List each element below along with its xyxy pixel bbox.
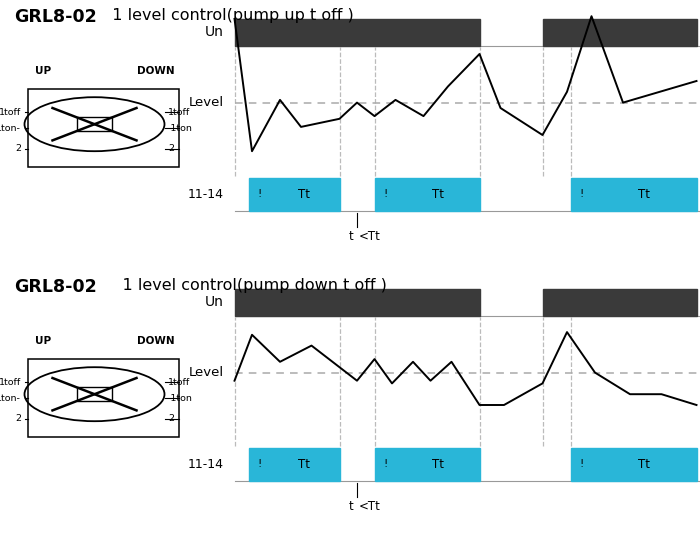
Text: 1 level control(pump down t off ): 1 level control(pump down t off ) (102, 278, 386, 293)
Text: !: ! (257, 460, 261, 469)
Text: Tt: Tt (638, 458, 650, 471)
Text: 2: 2 (168, 144, 174, 153)
Text: Level: Level (189, 96, 224, 109)
Bar (248, 448, 340, 481)
Text: Tt: Tt (638, 188, 650, 201)
Text: 1toff: 1toff (0, 107, 21, 117)
Text: !: ! (579, 460, 583, 469)
Bar (374, 178, 480, 211)
Text: DOWN: DOWN (137, 65, 175, 76)
Text: Un: Un (205, 295, 224, 309)
Bar (77, 387, 112, 401)
Text: !: ! (383, 460, 387, 469)
Text: Un: Un (205, 25, 224, 39)
Text: 2: 2 (15, 414, 21, 423)
Bar (77, 117, 112, 131)
Text: GRL8-02: GRL8-02 (14, 278, 97, 296)
Bar (234, 19, 480, 46)
Text: 2: 2 (15, 144, 21, 153)
Text: -1ton: -1ton (168, 124, 193, 133)
Bar (248, 178, 340, 211)
Text: 1toff: 1toff (0, 377, 21, 387)
Text: 1toff: 1toff (168, 377, 190, 387)
Text: 11-14: 11-14 (188, 188, 224, 201)
Bar (570, 178, 696, 211)
Text: Tt: Tt (431, 188, 444, 201)
Text: GRL8-02: GRL8-02 (14, 8, 97, 26)
Text: !: ! (257, 190, 261, 199)
Text: !: ! (383, 190, 387, 199)
Text: 1toff: 1toff (168, 107, 190, 117)
Bar (570, 448, 696, 481)
Text: Tt: Tt (298, 458, 311, 471)
Text: 1ton-: 1ton- (0, 124, 21, 133)
Bar (28, 359, 178, 437)
Text: Tt: Tt (298, 188, 311, 201)
Text: <Tt: <Tt (358, 230, 380, 242)
Text: Level: Level (189, 366, 224, 379)
Text: 1ton-: 1ton- (0, 394, 21, 403)
Text: 2: 2 (168, 414, 174, 423)
Bar (234, 289, 480, 316)
Text: 11-14: 11-14 (188, 458, 224, 471)
Text: !: ! (579, 190, 583, 199)
Text: <Tt: <Tt (358, 500, 380, 512)
Text: t: t (349, 230, 354, 242)
Bar (542, 289, 696, 316)
Bar (542, 19, 696, 46)
Bar (28, 89, 178, 167)
Text: -1ton: -1ton (168, 394, 193, 403)
Text: 1 level control(pump up t off ): 1 level control(pump up t off ) (102, 8, 354, 23)
Text: DOWN: DOWN (137, 335, 175, 346)
Text: t: t (349, 500, 354, 512)
Text: UP: UP (35, 335, 51, 346)
Text: Tt: Tt (431, 458, 444, 471)
Bar (374, 448, 480, 481)
Text: UP: UP (35, 65, 51, 76)
